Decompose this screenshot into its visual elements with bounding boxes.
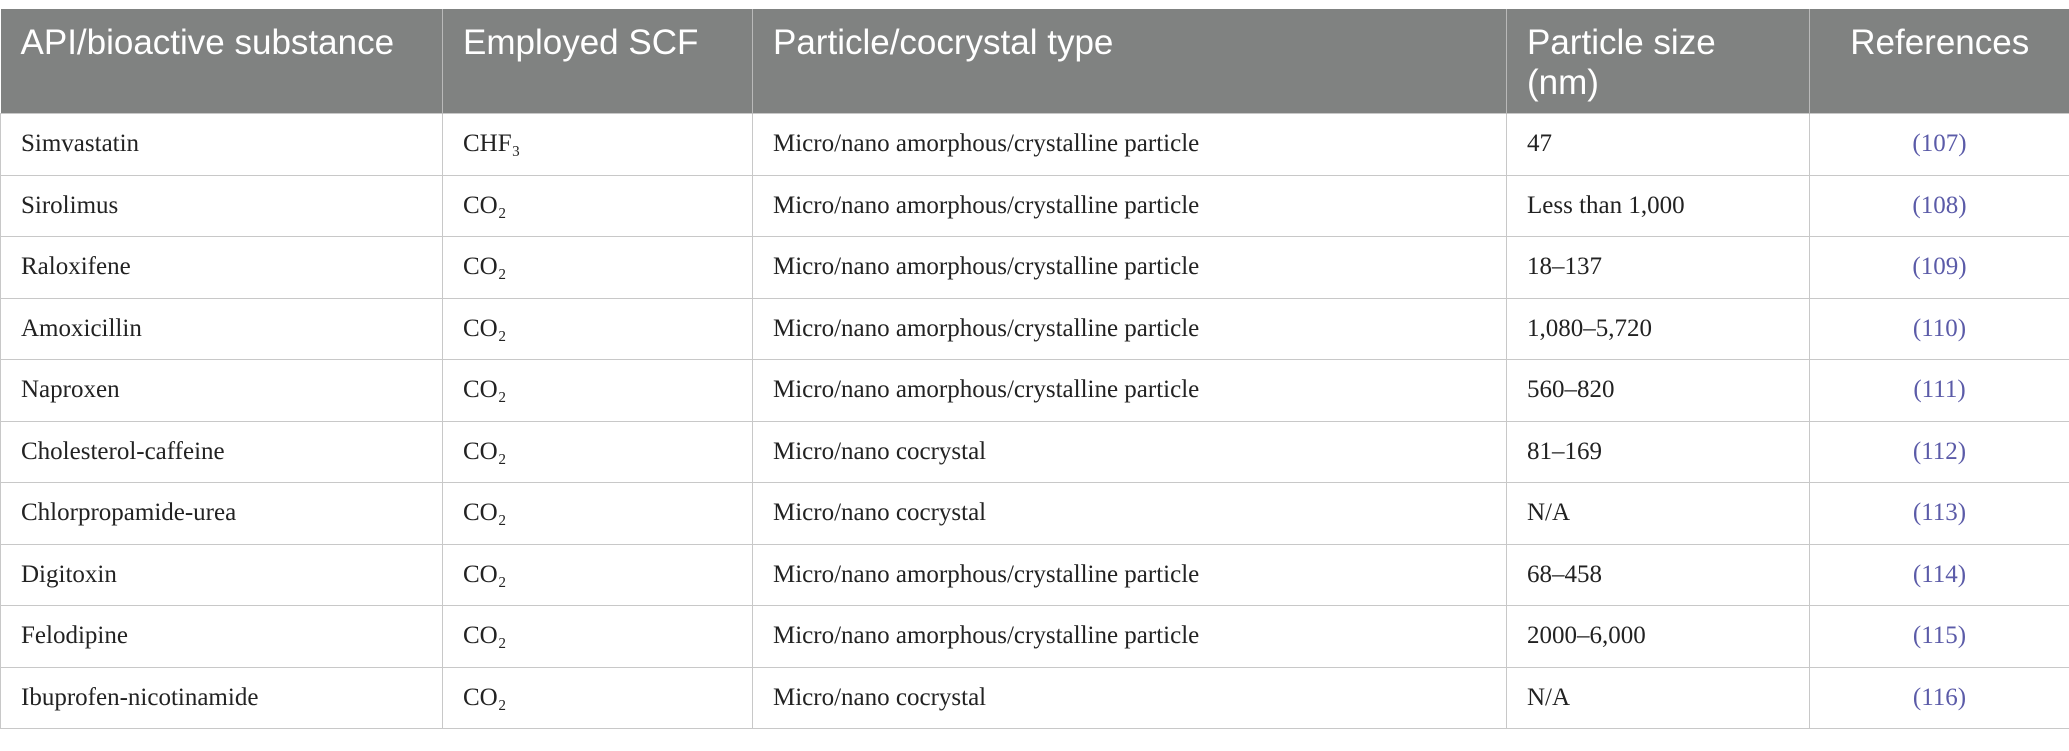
table-cell: CO₂ <box>442 482 753 545</box>
table-cell: Micro/nano amorphous/crystalline particl… <box>752 174 1507 237</box>
reference-cell[interactable]: (109) <box>1809 236 2069 299</box>
table-cell: Chlorpropamide-urea <box>0 482 443 545</box>
table-container: API/bioactive substance Employed SCF Parti… <box>0 9 2069 729</box>
table-cell: 18–137 <box>1506 236 1810 299</box>
table-cell: Digitoxin <box>0 543 443 606</box>
table-row: Felodipine CO₂ Micro/nano amorphous/crysta… <box>0 605 2069 668</box>
table-cell: Simvastatin <box>0 113 443 176</box>
table-cell: Naproxen <box>0 359 443 422</box>
table-cell: Felodipine <box>0 605 443 668</box>
table-cell: Sirolimus <box>0 174 443 237</box>
table-cell: Micro/nano cocrystal <box>752 482 1507 545</box>
column-header: References <box>1809 9 2069 114</box>
table-cell: CO₂ <box>442 543 753 606</box>
table-row: Cholesterol-caffeine CO₂ Micro/nano cocrys… <box>0 420 2069 483</box>
table-cell: N/A <box>1506 482 1810 545</box>
table-cell: Micro/nano amorphous/crystalline particl… <box>752 236 1507 299</box>
reference-cell[interactable]: (113) <box>1809 482 2069 545</box>
table-row: Raloxifene CO₂ Micro/nano amorphous/crysta… <box>0 236 2069 299</box>
table-cell: Raloxifene <box>0 236 443 299</box>
table-cell: Micro/nano cocrystal <box>752 420 1507 483</box>
reference-cell[interactable]: (116) <box>1809 666 2069 729</box>
table-cell: CO₂ <box>442 605 753 668</box>
reference-cell[interactable]: (112) <box>1809 420 2069 483</box>
table-cell: 68–458 <box>1506 543 1810 606</box>
table-row: Chlorpropamide-urea CO₂ Micro/nano cocryst… <box>0 482 2069 545</box>
table-cell: Ibuprofen-nicotinamide <box>0 666 443 729</box>
table-body: Simvastatin CHF₃ Micro/nano amorphous/crys… <box>0 113 2069 729</box>
table-row: Simvastatin CHF₃ Micro/nano amorphous/crys… <box>0 113 2069 176</box>
reference-cell[interactable]: (110) <box>1809 297 2069 360</box>
column-header: Employed SCF <box>442 9 753 114</box>
table-cell: Cholesterol-caffeine <box>0 420 443 483</box>
reference-cell[interactable]: (111) <box>1809 359 2069 422</box>
table-cell: 560–820 <box>1506 359 1810 422</box>
table-cell: Less than 1,000 <box>1506 174 1810 237</box>
table-cell: CHF₃ <box>442 113 753 176</box>
table-cell: CO₂ <box>442 174 753 237</box>
table-cell: N/A <box>1506 666 1810 729</box>
column-header: Particle/cocrystal type <box>752 9 1507 114</box>
table-cell: CO₂ <box>442 420 753 483</box>
table-row: Naproxen CO₂ Micro/nano amorphous/crystall… <box>0 359 2069 422</box>
table-cell: Amoxicillin <box>0 297 443 360</box>
table-cell: CO₂ <box>442 666 753 729</box>
column-header: Particle size (nm) <box>1506 9 1810 114</box>
table-row: Sirolimus CO₂ Micro/nano amorphous/crystal… <box>0 174 2069 237</box>
table-cell: 1,080–5,720 <box>1506 297 1810 360</box>
table-cell: CO₂ <box>442 297 753 360</box>
column-header: API/bioactive substance <box>0 9 443 114</box>
reference-cell[interactable]: (115) <box>1809 605 2069 668</box>
reference-cell[interactable]: (108) <box>1809 174 2069 237</box>
table-cell: Micro/nano amorphous/crystalline particl… <box>752 297 1507 360</box>
reference-cell[interactable]: (114) <box>1809 543 2069 606</box>
table-cell: Micro/nano amorphous/crystalline particl… <box>752 359 1507 422</box>
table-row: Ibuprofen-nicotinamide CO₂ Micro/nano cocr… <box>0 666 2069 729</box>
table-row: Digitoxin CO₂ Micro/nano amorphous/crystal… <box>0 543 2069 606</box>
table-cell: 81–169 <box>1506 420 1810 483</box>
table-cell: 2000–6,000 <box>1506 605 1810 668</box>
table-cell: Micro/nano cocrystal <box>752 666 1507 729</box>
data-table: API/bioactive substance Employed SCF Parti… <box>0 9 2069 729</box>
table-cell: CO₂ <box>442 236 753 299</box>
table-cell: CO₂ <box>442 359 753 422</box>
table-cell: 47 <box>1506 113 1810 176</box>
table-cell: Micro/nano amorphous/crystalline particl… <box>752 543 1507 606</box>
table-cell: Micro/nano amorphous/crystalline particl… <box>752 113 1507 176</box>
reference-cell[interactable]: (107) <box>1809 113 2069 176</box>
header-row: API/bioactive substance Employed SCF Parti… <box>0 9 2069 114</box>
table-row: Amoxicillin CO₂ Micro/nano amorphous/cryst… <box>0 297 2069 360</box>
table-cell: Micro/nano amorphous/crystalline particl… <box>752 605 1507 668</box>
